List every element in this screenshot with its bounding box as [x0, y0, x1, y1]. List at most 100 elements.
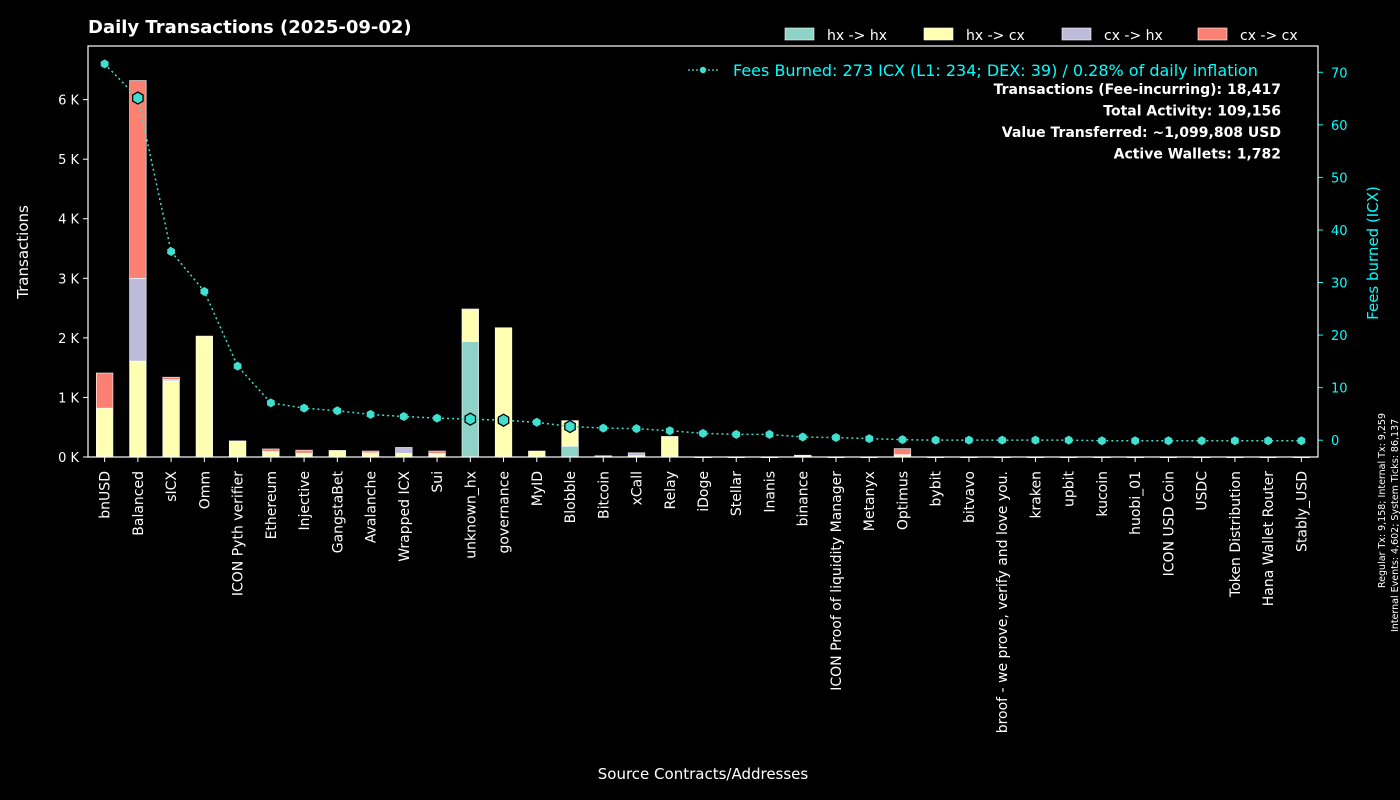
x-tick-label: MyID: [530, 471, 546, 506]
y-tick-label: 1 K: [58, 391, 79, 406]
x-tick-label: upbit: [1062, 470, 1078, 507]
x-tick-label: ICON USD Coin: [1161, 471, 1177, 576]
legend-swatch: [785, 28, 814, 40]
bar-segment: [462, 341, 479, 457]
y2-tick-label: 70: [1331, 66, 1348, 81]
fees-point-highlight: [565, 421, 575, 433]
x-tick-label: Inanis: [762, 471, 778, 513]
stat-line: Active Wallets: 1,782: [1114, 147, 1281, 163]
stat-line: Transactions (Fee-incurring): 18,417: [994, 82, 1281, 98]
x-tick-label: bnUSD: [98, 471, 114, 519]
x-tick-label: Token Distribution: [1228, 471, 1244, 598]
x-tick-label: Metanyx: [862, 471, 878, 531]
x-tick-label: USDC: [1195, 471, 1211, 511]
x-axis-label: Source Contracts/Addresses: [598, 765, 809, 783]
x-tick-label: binance: [796, 471, 812, 526]
bar-segment: [462, 310, 479, 342]
bar-segment: [495, 328, 512, 457]
bar-segment: [794, 455, 811, 456]
bar-segment: [362, 451, 379, 453]
bar-segment: [130, 278, 147, 361]
y2-tick-label: 40: [1331, 224, 1348, 239]
legend-swatch: [924, 28, 953, 40]
fees-legend-marker: [700, 67, 706, 73]
bar-segment: [229, 441, 246, 457]
legend-label: hx -> cx: [966, 28, 1025, 44]
y2-tick-label: 50: [1331, 171, 1348, 186]
legend-label: hx -> hx: [827, 28, 887, 44]
y2-tick-label: 10: [1331, 382, 1348, 397]
bar-segment: [296, 450, 313, 453]
x-tick-label: GangstaBet: [330, 470, 346, 553]
x-tick-label: Blobble: [563, 471, 579, 523]
y-tick-label: 5 K: [58, 153, 79, 168]
x-tick-label: bitvavo: [962, 471, 978, 523]
chart-title: Daily Transactions (2025-09-02): [88, 17, 412, 38]
bar-segment: [163, 377, 180, 379]
y-tick-label: 2 K: [58, 332, 79, 347]
bar-segment: [661, 436, 678, 457]
legend-label: cx -> hx: [1104, 28, 1163, 44]
x-tick-label: xCall: [630, 471, 646, 505]
bar-segment: [196, 336, 213, 457]
x-tick-label: Stellar: [729, 471, 745, 516]
bar-segment: [429, 451, 446, 453]
legend-swatch: [1198, 28, 1227, 40]
x-tick-label: bybit: [929, 470, 945, 506]
y2-tick-label: 20: [1331, 329, 1348, 344]
bar-segment: [163, 381, 180, 457]
fees-legend-label: Fees Burned: 273 ICX (L1: 234; DEX: 39) …: [733, 61, 1258, 80]
bar-segment: [894, 449, 911, 455]
fees-point-highlight: [465, 413, 475, 425]
x-tick-label: Optimus: [895, 471, 911, 530]
legend-label: cx -> cx: [1240, 28, 1298, 44]
side-note-line-1: Regular Tx: 9,158; Internal Tx: 9,259: [1377, 413, 1388, 588]
bar-segment: [396, 447, 413, 453]
y2-axis-label: Fees burned (ICX): [1364, 186, 1382, 320]
y-tick-label: 4 K: [58, 213, 79, 228]
y-tick-label: 6 K: [58, 94, 79, 109]
y2-tick-label: 30: [1331, 277, 1348, 292]
x-tick-label: broof - we prove, verify and love you.: [995, 471, 1011, 733]
x-tick-label: ICON Pyth verifier: [231, 471, 247, 596]
x-tick-label: Ethereum: [264, 471, 280, 539]
bar-segment: [130, 81, 147, 279]
bar-segment: [96, 373, 113, 408]
y-tick-label: 0 K: [58, 451, 79, 466]
x-tick-label: huobi_01: [1128, 471, 1144, 535]
x-tick-label: unknown_hx: [463, 471, 479, 559]
y-tick-label: 3 K: [58, 272, 79, 287]
x-tick-label: sICX: [164, 471, 180, 502]
x-tick-label: Balanced: [131, 471, 147, 536]
y2-tick-label: 0: [1331, 434, 1339, 449]
x-tick-label: ICON Proof of liquidity Manager: [829, 471, 845, 691]
fees-point-highlight: [133, 92, 143, 104]
bar-segment: [130, 361, 147, 457]
y-axis-label: Transactions: [14, 205, 32, 300]
bar-segment: [462, 309, 479, 310]
x-tick-label: Injective: [297, 471, 313, 530]
bar-segment: [329, 450, 346, 457]
stat-line: Total Activity: 109,156: [1103, 104, 1281, 120]
x-tick-label: iDoge: [696, 471, 712, 512]
legend-swatch: [1062, 28, 1091, 40]
bar-segment: [562, 446, 579, 457]
x-tick-label: Hana Wallet Router: [1261, 471, 1277, 607]
y2-tick-label: 60: [1331, 119, 1348, 134]
x-tick-label: governance: [497, 471, 513, 554]
bar-segment: [96, 408, 113, 457]
x-tick-label: Bitcoin: [596, 471, 612, 519]
side-note-line-2: Internal Events: 4,602; System Ticks: 86…: [1390, 419, 1400, 632]
stat-line: Value Transferred: ~1,099,808 USD: [1002, 125, 1281, 141]
bar-segment: [263, 452, 280, 457]
x-tick-label: Wrapped ICX: [397, 471, 413, 562]
x-tick-label: Sui: [430, 471, 446, 493]
x-tick-label: Avalanche: [364, 471, 380, 543]
bar-segment: [628, 453, 645, 456]
x-tick-label: kraken: [1028, 471, 1044, 519]
x-tick-label: Relay: [663, 471, 679, 509]
bar-segment: [263, 449, 280, 451]
fees-point-highlight: [498, 414, 508, 426]
x-tick-label: Omm: [197, 471, 213, 509]
